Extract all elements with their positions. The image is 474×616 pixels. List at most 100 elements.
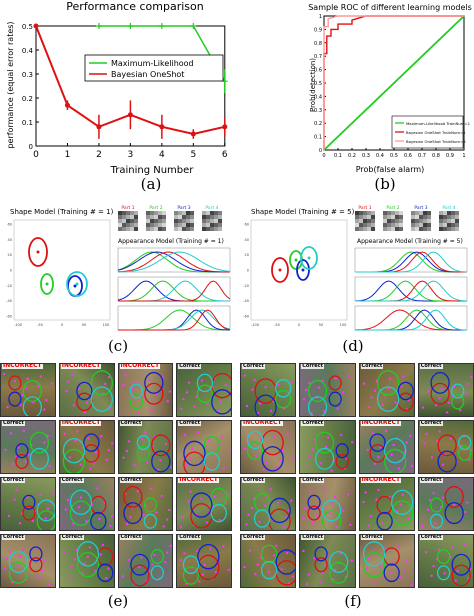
- shape-ytick-label: 60: [8, 223, 12, 227]
- chart-b-xtick-label: 1: [462, 153, 465, 159]
- appearance-gaussian: [118, 309, 231, 331]
- detection-thumbnail: Correct: [117, 420, 174, 474]
- part-label: Part 2: [149, 205, 162, 211]
- appearance-plot: [354, 305, 468, 331]
- chart-a-point: [222, 124, 228, 130]
- shape-part-ellipse: [300, 246, 318, 270]
- detection-thumbnail: INCORRECT: [176, 477, 232, 531]
- chart-a-legend-entry: Maximum-Likelihood: [111, 59, 194, 68]
- part-patch: [439, 211, 459, 231]
- chart-a-point: [190, 23, 197, 29]
- chart-a-point: [127, 112, 133, 118]
- panel-c-label: (c): [107, 337, 129, 355]
- thumbnail-label: INCORRECT: [60, 420, 102, 426]
- shape-part-center: [73, 284, 77, 288]
- shape-part-center: [45, 282, 49, 286]
- shape-ytick-label: 20: [245, 253, 249, 257]
- chart-a-point: [33, 23, 39, 29]
- part-patch: [202, 211, 222, 231]
- chart-b-xtick-label: 0.6: [404, 153, 412, 159]
- shape-model-d-plot: 60 40 20 0 -20 -40 -60-100 -50 0 50 100 Part 1 Part …: [243, 205, 468, 331]
- thumbnail-label: Correct: [301, 420, 325, 426]
- shape-part-ellipse: [28, 237, 48, 267]
- detection-thumbnail: Correct: [299, 477, 356, 531]
- thumbnail-label: Correct: [60, 534, 84, 540]
- detection-thumbnail: Correct: [0, 477, 56, 531]
- part-patch: [118, 211, 138, 231]
- appearance-gaussian: [355, 280, 468, 302]
- shape-ytick-label: 0: [247, 269, 249, 273]
- chart-a-legend-entry: Bayesian OneShot: [111, 70, 184, 79]
- appearance-gaussian: [355, 251, 467, 273]
- part-label: Part 1: [121, 205, 134, 211]
- chart-b-legend-entry: Bayesian OneShot TrainNum=1: [406, 130, 466, 135]
- detection-grid-e: INCORRECT INCORRECT INCORRECT Correct Correc…: [0, 363, 232, 588]
- part-label: Part 3: [177, 205, 190, 211]
- chart-a-ylabel: performance (equal error rates): [6, 21, 15, 148]
- thumbnail-label: Correct: [360, 534, 384, 540]
- shape-ytick-label: 40: [8, 238, 12, 242]
- chart-b-xtick-label: 0.7: [418, 153, 426, 159]
- performance-chart: Performance comparison performance (equa…: [6, 0, 228, 175]
- chart-b-xtick-label: 0.4: [376, 153, 384, 159]
- part-label: Part 4: [205, 205, 218, 211]
- chart-a-ytick-label: 0.3: [22, 71, 33, 79]
- appearance-gaussian: [118, 280, 230, 302]
- shape-model-d-title: Shape Model (Training # = 5): [251, 208, 355, 216]
- appearance-gaussian: [117, 251, 230, 273]
- chart-b-xtick-label: 0.8: [432, 153, 440, 159]
- thumbnail-label: Correct: [178, 363, 202, 369]
- chart-b-plot: 0 0.1 0.2 0.3 0.4 0.5 0.6 0.7 0.8 0.9 1 0 0.1 0.2 0.3 0…: [314, 14, 471, 159]
- part-patch: [383, 211, 403, 231]
- chart-b-xtick-label: 0.9: [446, 153, 454, 159]
- shape-ytick-label: -60: [6, 315, 12, 319]
- chart-b-legend-entry: Bayesian OneShot TrainNum=5: [406, 139, 466, 144]
- chart-b-ytick-label: 0.8: [314, 41, 322, 47]
- shape-part-ellipse: [271, 257, 289, 283]
- detection-thumbnail: Correct: [240, 534, 297, 588]
- shape-part-ellipse: [66, 271, 88, 297]
- detection-thumbnail: Correct: [117, 534, 174, 588]
- chart-a-point: [64, 102, 70, 108]
- chart-b-ytick-label: 0.1: [314, 135, 322, 141]
- chart-b-ytick-label: 0.3: [314, 108, 322, 114]
- thumbnail-label: Correct: [242, 477, 265, 483]
- detection-thumbnail: Correct: [358, 534, 415, 588]
- chart-a-xtick-label: 5: [190, 150, 196, 160]
- detection-thumbnail: INCORRECT: [58, 420, 115, 474]
- panel-f-label: (f): [344, 592, 362, 610]
- chart-a-xtick-label: 3: [128, 150, 134, 160]
- detection-thumbnail: INCORRECT: [358, 477, 415, 531]
- thumbnail-label: Correct: [301, 363, 325, 369]
- shape-xtick-label: 100: [103, 323, 110, 327]
- chart-a-point: [158, 23, 165, 29]
- chart-a-point: [127, 23, 134, 29]
- detection-thumbnail: Correct: [417, 534, 474, 588]
- appearance-gaussian: [117, 251, 230, 273]
- detection-thumbnail: INCORRECT: [358, 420, 415, 474]
- roc-chart: Sample ROC of different learning models …: [308, 3, 472, 174]
- detection-thumbnail: Correct: [358, 363, 415, 417]
- shape-model-d: Shape Model (Training # = 5) Appearance …: [237, 200, 474, 335]
- chart-a-xtick-label: 0: [33, 150, 39, 160]
- shape-xtick-label: 50: [82, 323, 86, 327]
- thumbnail-label: Correct: [119, 534, 143, 540]
- panel-b-label: (b): [374, 175, 396, 193]
- thumbnail-label: Correct: [242, 534, 265, 540]
- chart-b-legend-entry: Maximum-Likelihood TrainNum=1: [406, 121, 471, 126]
- chart-a-point: [96, 124, 102, 130]
- thumbnail-label: Correct: [2, 477, 25, 483]
- detection-thumbnail: Correct: [58, 534, 115, 588]
- shape-part-ellipse: [296, 259, 310, 281]
- shape-frame: [13, 219, 111, 321]
- appearance-plot: [354, 247, 468, 273]
- shape-part-center: [301, 268, 305, 272]
- detection-thumbnail: INCORRECT: [240, 420, 297, 474]
- chart-b-series-line: [323, 15, 464, 150]
- chart-b-ytick-label: 0.2: [314, 121, 322, 127]
- chart-b-ylabel: Prob(detection): [309, 58, 317, 112]
- shape-xtick-label: 0: [298, 323, 300, 327]
- chart-a-title: Performance comparison: [66, 0, 203, 13]
- thumbnail-label: Correct: [419, 477, 443, 483]
- chart-b-ytick-label: 0.7: [314, 54, 322, 60]
